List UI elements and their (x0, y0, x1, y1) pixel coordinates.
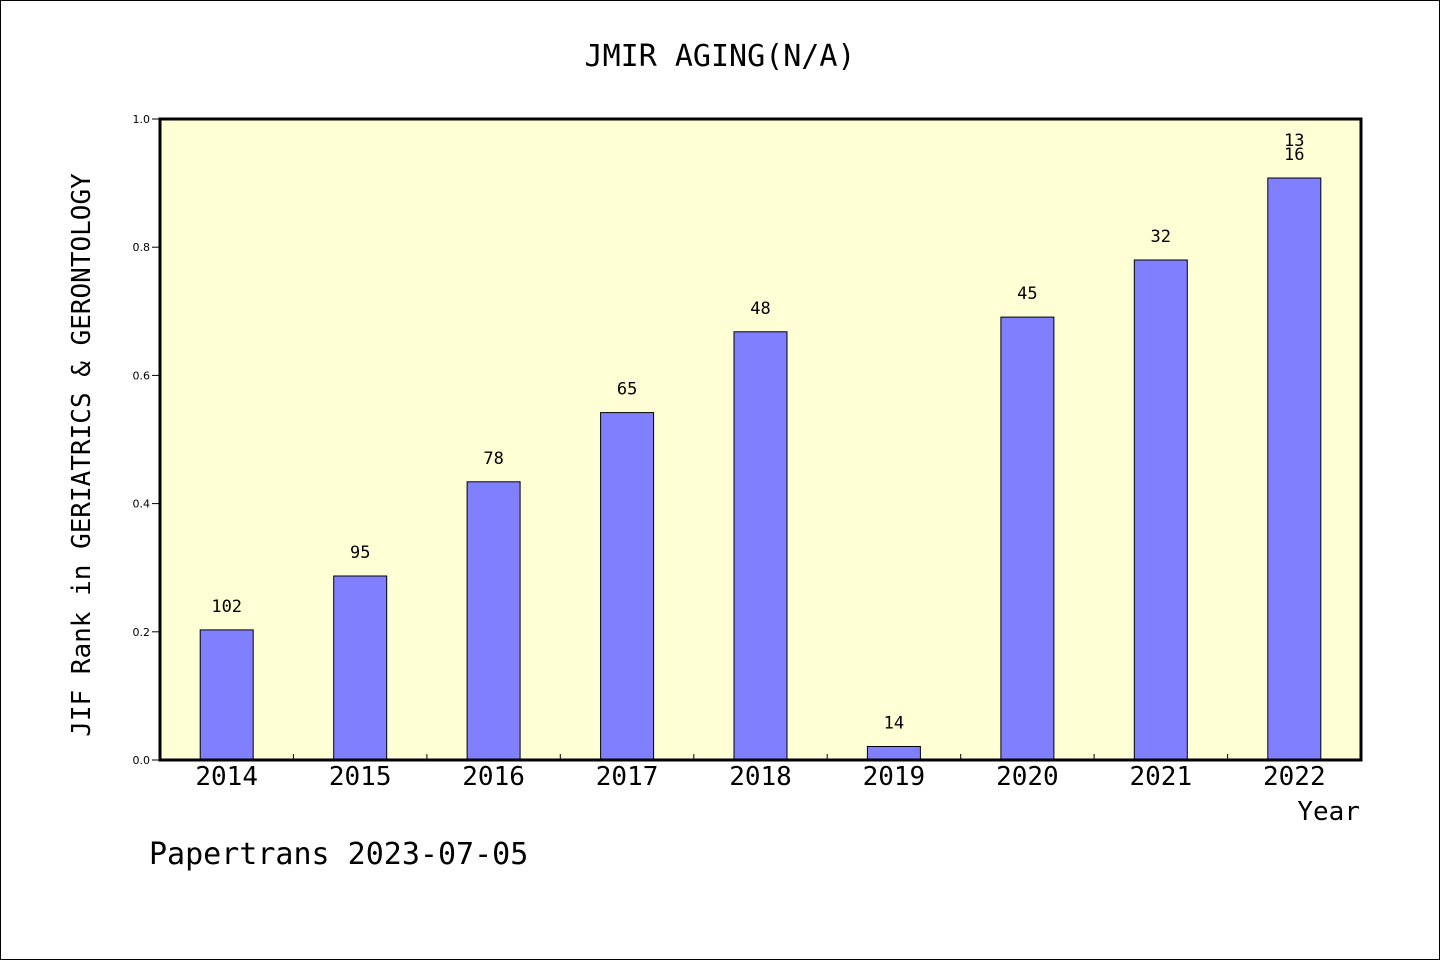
x-tick-label-2022: 2022 (1263, 762, 1326, 792)
bar-label-2018: 48 (750, 299, 770, 319)
y-tick-label: 0.6 (133, 369, 151, 382)
y-ticks-group: 0.0 0.2 0.4 0.6 0.8 1.0 (133, 113, 160, 767)
bar-2016 (466, 481, 521, 761)
bar-label-2019: 14 (884, 714, 904, 734)
bar-label-2016: 78 (483, 449, 503, 469)
bars-group (199, 177, 1322, 761)
bar-label-2020: 45 (1017, 284, 1037, 304)
y-tick-label: 0.2 (133, 626, 151, 639)
x-tick-label-2017: 2017 (596, 762, 659, 792)
y-axis-label: JIF Rank in GERIATRICS & GERONTOLOGY (67, 173, 97, 737)
x-ticks-group: 2014 2015 2016 2017 2018 2019 2020 2021 2022 (195, 754, 1326, 792)
bar-2020 (1000, 316, 1055, 761)
bar-2019 (866, 746, 921, 761)
bar-label-2022: 13 (1284, 131, 1304, 151)
x-tick-label-2016: 2016 (462, 762, 525, 792)
y-tick-label: 0.4 (133, 498, 151, 511)
x-axis-label: Year (1297, 797, 1360, 827)
footer-credit: Papertrans 2023-07-05 (149, 837, 528, 872)
y-tick-label: 0.8 (133, 241, 151, 254)
x-tick-label-2021: 2021 (1129, 762, 1192, 792)
y-tick-label: 0.0 (133, 754, 151, 767)
x-tick-label-2020: 2020 (996, 762, 1059, 792)
bar-2017 (600, 412, 655, 761)
x-tick-label-2014: 2014 (195, 762, 258, 792)
bar-label-2014: 102 (211, 597, 242, 617)
bar-2015 (333, 575, 388, 761)
bar-2022 (1267, 177, 1322, 761)
y-tick-label: 1.0 (133, 113, 151, 126)
x-tick-label-2018: 2018 (729, 762, 792, 792)
plot-border (158, 117, 1363, 762)
chart-title: JMIR AGING(N/A) (585, 39, 856, 74)
bar-label-2022: 16 (1284, 145, 1304, 165)
bar-label-2015: 95 (350, 543, 370, 563)
bar-2021 (1133, 259, 1188, 761)
bar-2018 (733, 331, 788, 761)
bar-label-2017: 65 (617, 380, 637, 400)
x-tick-label-2015: 2015 (329, 762, 392, 792)
bar-2014 (199, 629, 254, 761)
x-tick-label-2019: 2019 (863, 762, 926, 792)
bar-label-2021: 32 (1151, 227, 1171, 247)
